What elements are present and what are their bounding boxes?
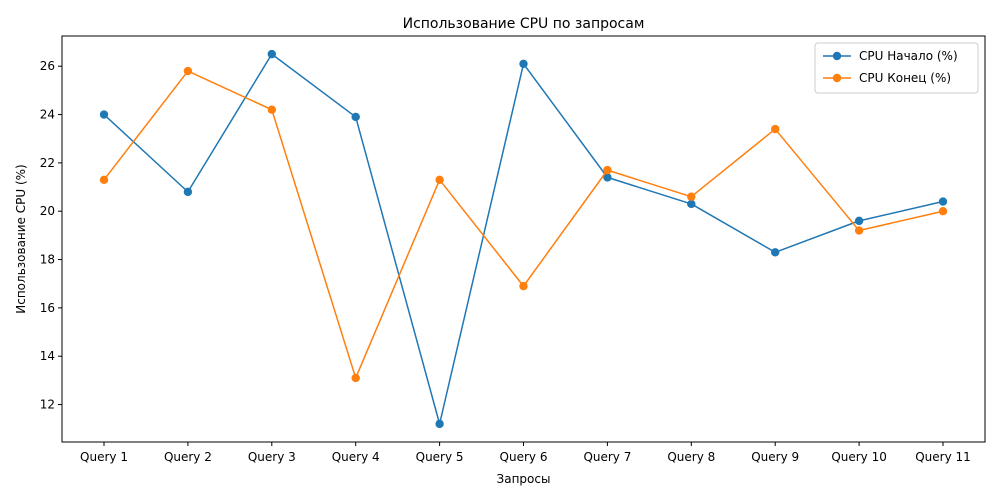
data-point — [99, 110, 109, 119]
data-point — [183, 187, 193, 197]
legend-label: CPU Начало (%) — [859, 49, 958, 63]
x-tick-label: Query 11 — [915, 450, 971, 464]
data-point — [435, 419, 444, 429]
y-tick-label: 16 — [40, 301, 55, 315]
data-point — [519, 281, 528, 291]
y-tick-label: 24 — [40, 108, 55, 122]
data-point — [183, 66, 193, 76]
data-point — [267, 105, 276, 114]
data-point — [938, 197, 948, 206]
series-layer — [99, 49, 948, 429]
y-tick-label: 26 — [40, 59, 55, 73]
x-tick-label: Query 1 — [80, 450, 128, 464]
x-tick-label: Query 9 — [751, 450, 799, 464]
legend-swatch-marker — [832, 51, 842, 61]
x-tick-label: Query 6 — [500, 450, 548, 464]
x-axis-label: Запросы — [497, 472, 551, 486]
series-line — [103, 53, 944, 425]
series-1 — [99, 49, 948, 429]
plot-area — [61, 35, 986, 443]
legend: CPU Начало (%) CPU Конец (%) — [814, 42, 979, 94]
data-point — [351, 373, 360, 383]
y-tick-label: 12 — [40, 398, 55, 412]
data-point — [771, 248, 780, 257]
x-tick-label: Query 8 — [667, 450, 715, 464]
x-tick-label: Query 5 — [416, 450, 464, 464]
data-point — [603, 165, 612, 175]
y-tick-label: 14 — [40, 349, 55, 363]
x-tick-label: Query 7 — [583, 450, 631, 464]
legend-box — [814, 42, 979, 94]
y-tick-label: 18 — [40, 253, 55, 267]
axis-ticks: Query 1 Query 2 Query 3 Query 4 Query 5 Query… — [40, 59, 971, 464]
data-point — [603, 173, 612, 182]
chart-title: Использование CPU по запросам — [403, 16, 645, 32]
data-point — [687, 192, 696, 201]
data-point — [351, 112, 360, 122]
y-tick-label: 20 — [40, 204, 55, 218]
data-point — [771, 124, 780, 134]
x-tick-label: Query 3 — [248, 450, 296, 464]
data-point — [435, 175, 444, 184]
legend-label: CPU Конец (%) — [859, 71, 951, 85]
x-tick-label: Query 4 — [332, 450, 380, 464]
y-tick-label: 22 — [40, 156, 55, 170]
series-line — [103, 70, 944, 379]
x-tick-label: Query 2 — [164, 450, 212, 464]
series-2 — [99, 66, 948, 383]
y-axis-label: Использование CPU (%) — [14, 164, 28, 313]
legend-item: CPU Начало (%) — [823, 49, 958, 63]
data-point — [938, 207, 948, 216]
x-tick-label: Query 10 — [831, 450, 887, 464]
data-point — [99, 175, 109, 184]
data-point — [267, 49, 276, 59]
data-point — [687, 199, 696, 209]
legend-item: CPU Конец (%) — [823, 71, 951, 85]
data-point — [854, 216, 864, 226]
data-point — [854, 226, 864, 235]
data-point — [519, 59, 528, 68]
legend-swatch-marker — [832, 73, 842, 83]
